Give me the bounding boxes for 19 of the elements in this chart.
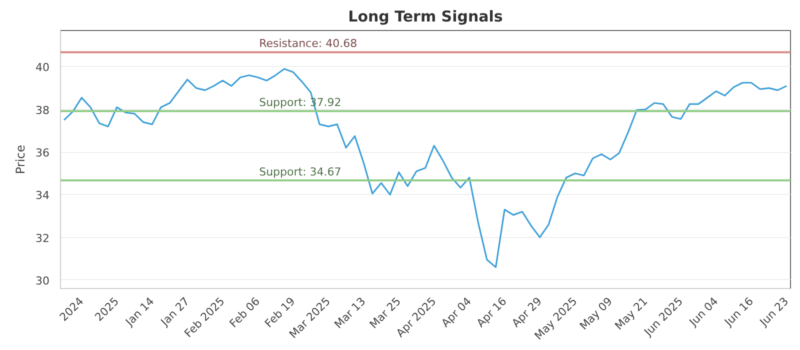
x-tick-label: Apr 04: [438, 294, 474, 330]
x-tick-label: Jun 23: [756, 294, 792, 330]
x-tick-label: Jan 14: [122, 294, 157, 330]
y-tick-label: 32: [36, 232, 50, 245]
y-tick-label: 34: [36, 189, 50, 202]
x-tick-label: Mar 13: [332, 294, 368, 332]
ref-line-label: Support: 34.67: [259, 165, 342, 178]
y-tick-label: 36: [36, 146, 50, 160]
line-series: [63, 68, 788, 268]
x-tick-label: Feb 06: [227, 294, 262, 330]
ref-line-label: Resistance: 40.68: [259, 37, 358, 50]
y-tick-label: 30: [36, 274, 50, 288]
chart-title: Long Term Signals: [348, 8, 503, 26]
x-tick-label: Jun 04: [686, 294, 721, 330]
y-tick-label: 38: [36, 104, 50, 117]
y-tick-label: 40: [36, 61, 50, 74]
x-tick-label: Apr 16: [474, 294, 510, 330]
x-tick-label: Jun 16: [721, 294, 756, 330]
y-axis-title: Price: [14, 144, 28, 174]
